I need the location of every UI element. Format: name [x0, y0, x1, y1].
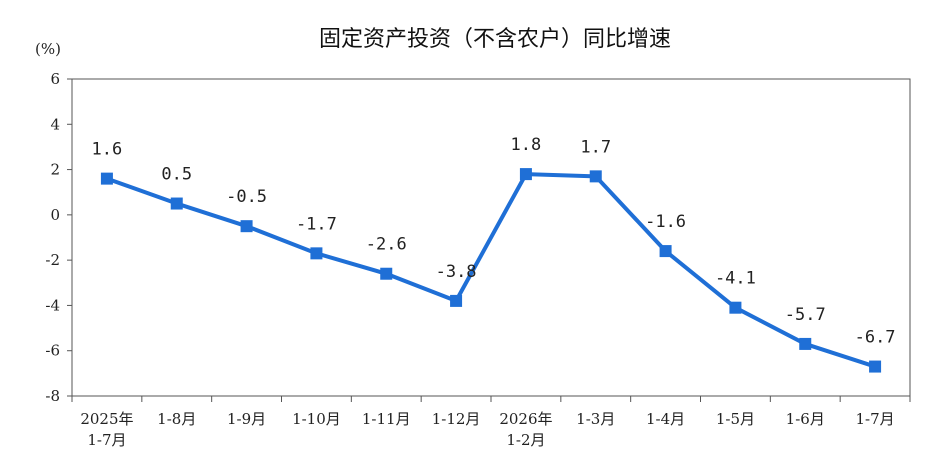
y-tick-label: -2	[45, 251, 60, 269]
data-point-marker	[100, 172, 113, 185]
data-label: -1.6	[645, 212, 686, 232]
x-tick-label: 1-3月	[576, 410, 615, 428]
data-point-marker	[240, 220, 253, 233]
data-label: -1.7	[296, 214, 337, 234]
data-point-marker	[170, 197, 183, 210]
data-point-marker	[659, 245, 672, 258]
x-tick-label: 1-12月	[432, 410, 481, 428]
y-tick-label: 4	[50, 115, 60, 133]
data-point-marker	[380, 267, 393, 280]
chart-title: 固定资产投资（不含农户）同比增速	[319, 27, 671, 52]
x-tick-label: 2025年 1-7月	[80, 410, 133, 449]
x-tick-label: 1-9月	[227, 410, 266, 428]
data-label: 0.5	[161, 165, 192, 185]
y-tick-label: 2	[50, 161, 60, 179]
y-tick-label: -6	[45, 342, 60, 360]
data-label: -2.6	[366, 235, 407, 255]
data-label: -0.5	[226, 187, 267, 207]
data-label: 1.7	[580, 137, 611, 157]
data-point-marker	[450, 294, 463, 307]
series-line	[106, 172, 876, 369]
data-point-marker	[589, 170, 602, 183]
x-tick-label: 1-7月	[856, 410, 895, 428]
x-axis: 2025年 1-7月 1-8月 1-9月 1-10月 1-11月 1-12月 2026年 1-2…	[71, 396, 911, 449]
data-label: 1.8	[511, 135, 542, 155]
markers	[100, 168, 882, 373]
data-label: -3.8	[436, 262, 477, 282]
data-point-marker	[729, 301, 742, 314]
x-tick-label: 1-11月	[362, 410, 411, 428]
data-label: -4.1	[715, 269, 756, 289]
x-tick-label: 1-10月	[292, 410, 341, 428]
x-tick-label: 1-4月	[646, 410, 685, 428]
data-point-marker	[869, 360, 882, 373]
data-label: -5.7	[785, 305, 826, 325]
x-tick-label: 1-5月	[716, 410, 755, 428]
y-axis: 6 4 2 0 -2 -4 -6 -8	[45, 70, 72, 405]
data-label: -6.7	[855, 328, 896, 348]
data-point-marker	[519, 168, 532, 181]
data-point-marker	[799, 337, 812, 350]
data-labels: 1.6 0.5 -0.5 -1.7 -2.6 -3.8 1.8 1.7 -1.6 -4.1 -5.7…	[92, 135, 896, 347]
y-tick-label: -8	[45, 387, 60, 405]
x-tick-label: 1-8月	[157, 410, 196, 428]
data-point-marker	[310, 247, 323, 260]
x-tick-label: 1-6月	[786, 410, 825, 428]
y-tick-label: 6	[50, 70, 60, 88]
y-tick-label: -4	[45, 296, 60, 314]
x-tick-label: 2026年 1-2月	[499, 410, 552, 449]
y-unit-label: (%)	[35, 40, 61, 58]
data-label: 1.6	[92, 140, 123, 160]
y-tick-label: 0	[50, 206, 60, 224]
